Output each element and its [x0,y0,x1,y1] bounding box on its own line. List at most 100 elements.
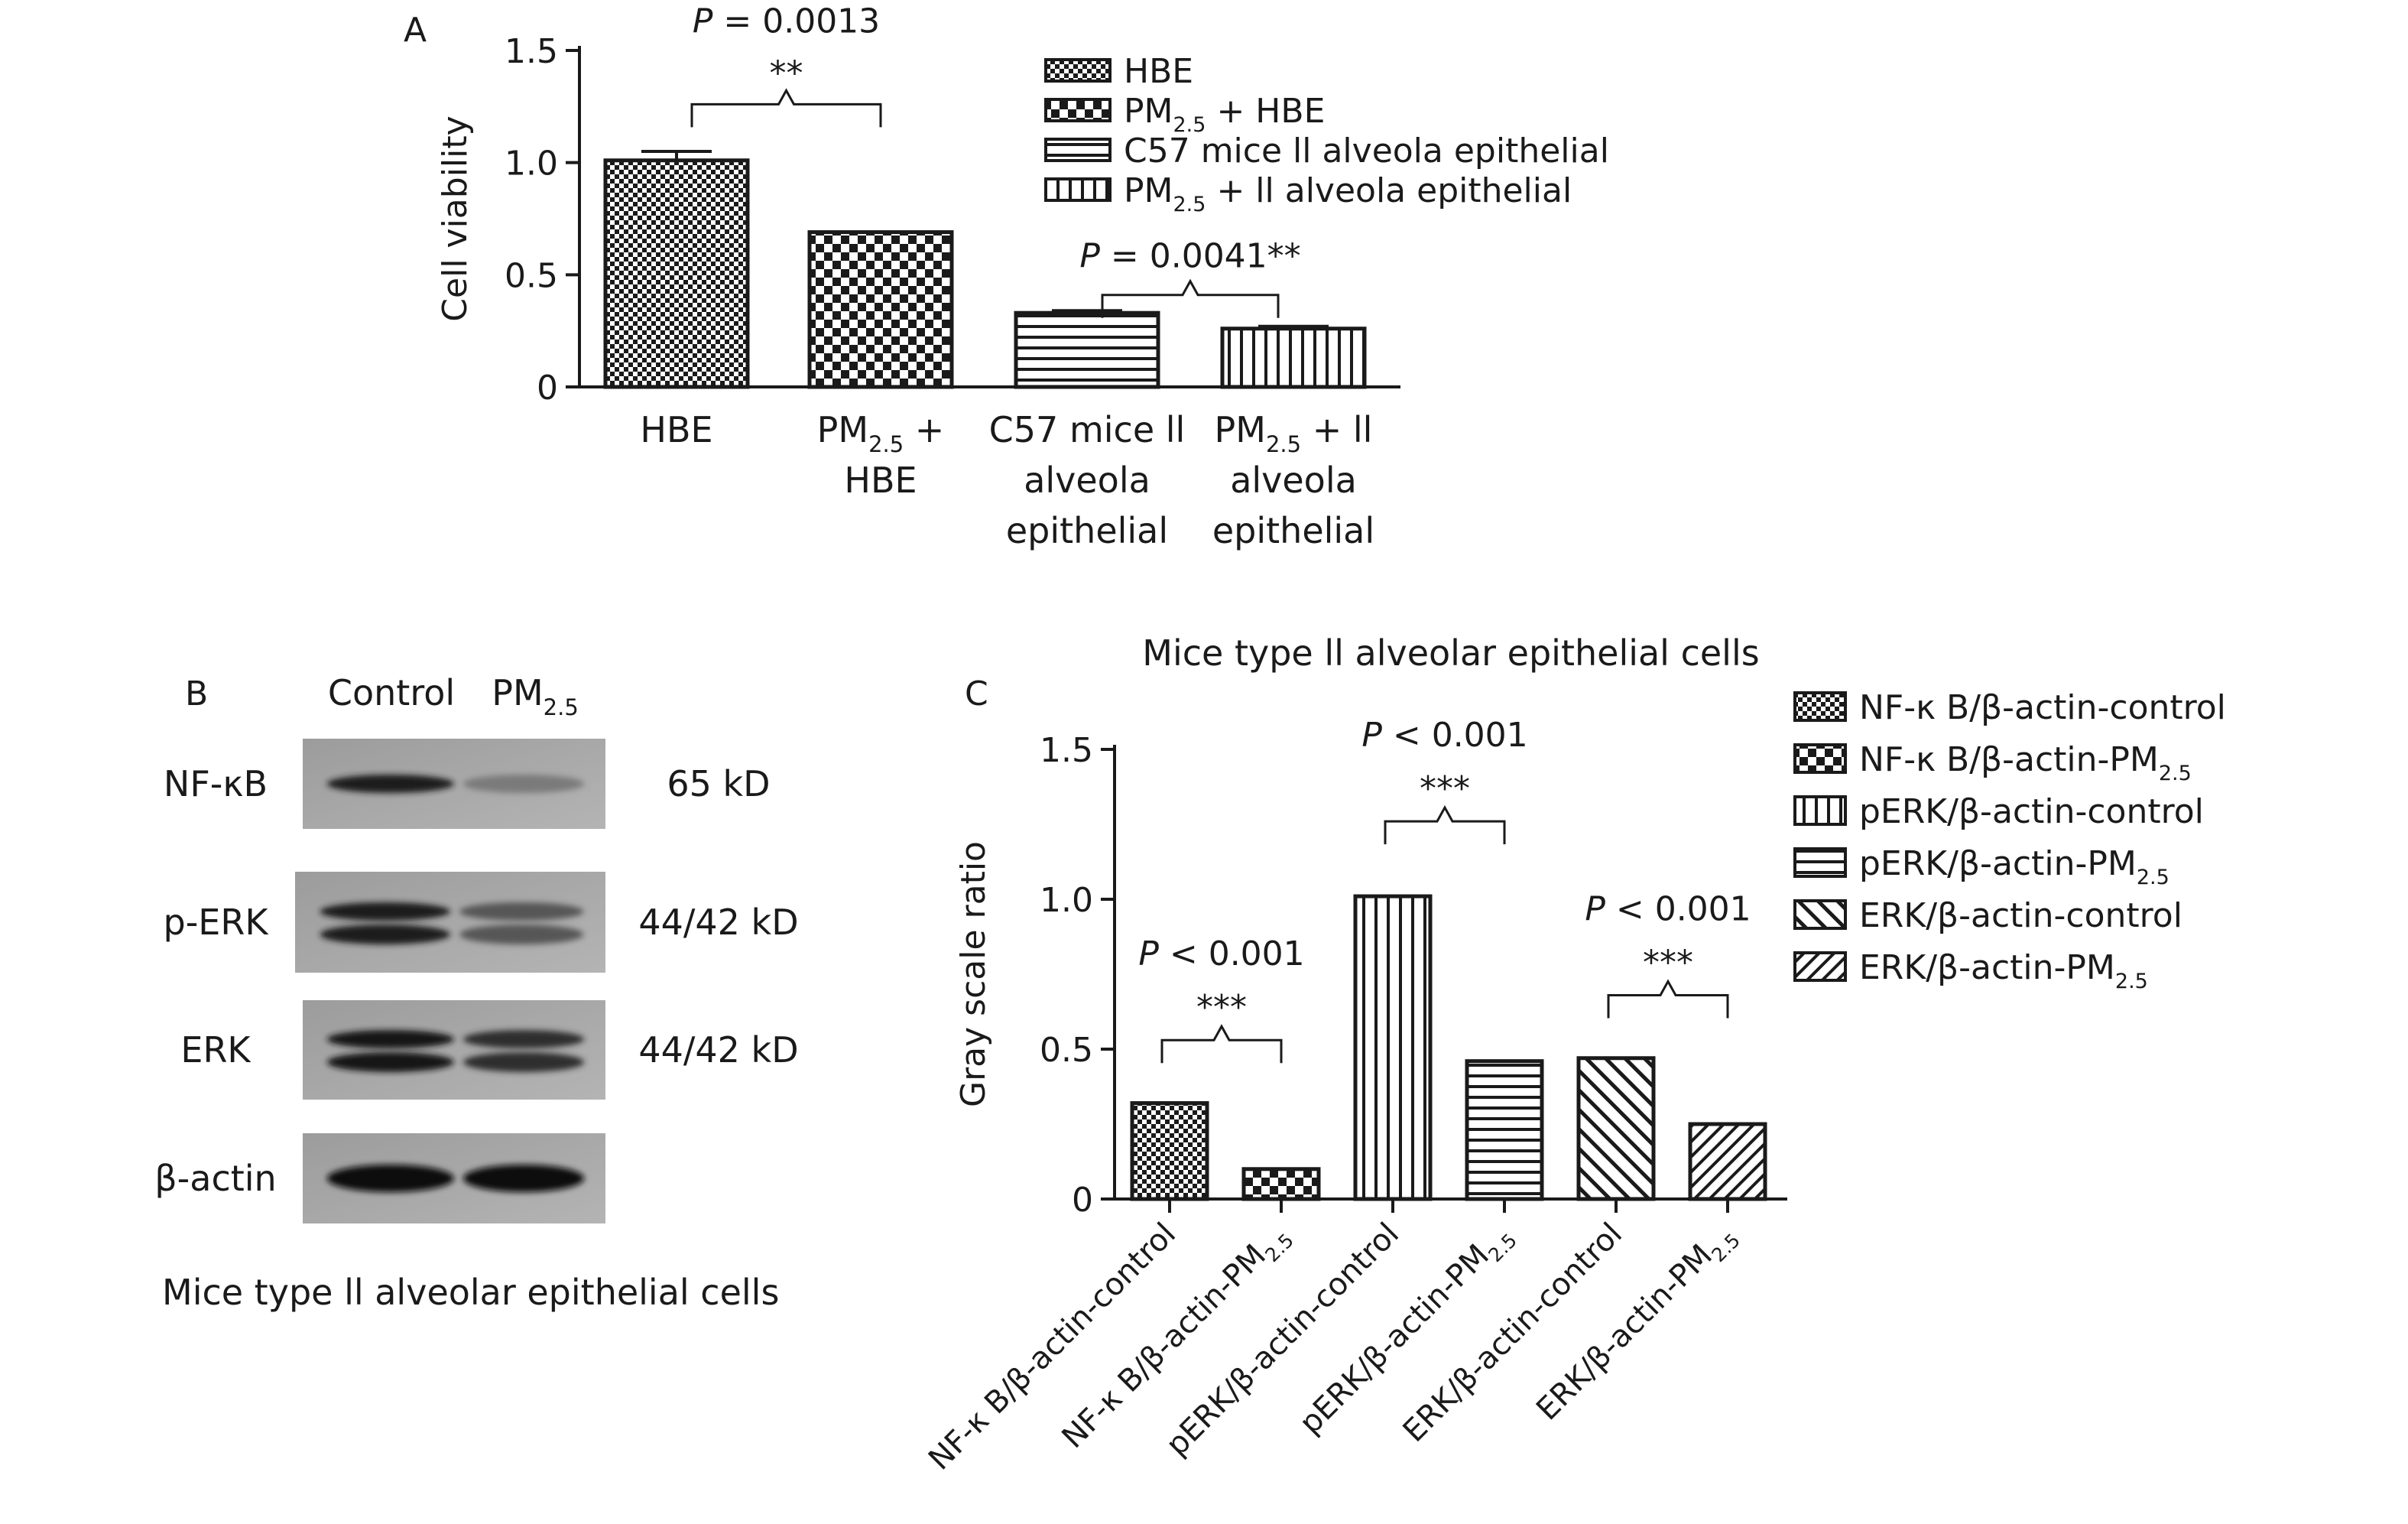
legend-swatch [1793,847,1847,878]
significance-bracket [1160,1024,1283,1064]
blot-caption: Mice type ll alveolar epithelial cells [162,1272,779,1313]
y-tick-label: 1.5 [505,32,558,71]
legend-label: NF-κ B/β-actin-PM2.5 [1859,740,2192,785]
band-pm25 [462,1030,585,1048]
p-value-label: P = 0.0013 [693,2,880,41]
blot-protein-label: β-actin [154,1158,276,1199]
legend-label: C57 mice ll alveola epithelial [1124,132,1609,171]
western-blot: Control PM2.5 NF-κB 65 kD p-ERK 44/42 kD ERK… [154,672,798,1313]
bar-hbe [603,158,750,389]
y-tick-label: 0.5 [1040,1031,1093,1070]
significance-stars: ** [770,54,803,93]
legend-label: pERK/β-actin-control [1859,792,2204,831]
blot-protein-label: ERK [180,1029,252,1071]
y-tick-label: 1.0 [505,145,558,184]
band-control [320,924,450,944]
bar-nfkb-control [1130,1101,1209,1201]
significance-bracket [1607,979,1729,1019]
significance-bracket [690,88,882,128]
x-tick-label: alveola [1024,460,1150,501]
legend-swatch [1793,951,1847,982]
x-tick-label: epithelial [1006,510,1168,551]
y-tick-label: 1.5 [1040,731,1093,770]
blot-size-label: 44/42 kD [638,902,798,943]
significance-bracket [1101,278,1280,318]
panel-letter-b: B [185,674,208,713]
legend-swatch [1793,691,1847,722]
x-tick-label: pERK/β-actin-PM2.5 [1293,1217,1521,1445]
blot-strip [303,1000,605,1100]
bar-c57 [1014,310,1160,389]
band-pm25 [462,1052,585,1072]
legend-swatch [1793,795,1847,826]
y-axis-label: Cell viability [436,115,475,321]
significance-stars: *** [1643,943,1693,982]
legend-swatch [1793,899,1847,930]
significance-bracket [1384,804,1506,845]
legend-label: PM2.5 + HBE [1124,92,1325,137]
p-value-label: P < 0.001 [1138,934,1304,973]
p-value-label: P < 0.001 [1361,716,1527,755]
blot-size-label: 44/42 kD [638,1029,798,1071]
blot-row-3: β-actin [154,1133,605,1223]
significance-stars: *** [1196,988,1247,1027]
p-value-label: P = 0.0041** [1079,237,1300,276]
p-value-label: P < 0.001 [1585,889,1751,928]
band-pm25 [459,924,584,944]
y-tick-label: 0.5 [505,256,558,295]
significance-stars: *** [1420,769,1470,808]
legend-label: pERK/β-actin-PM2.5 [1859,844,2169,889]
legend-label: NF-κ B/β-actin-control [1859,688,2226,727]
x-tick-label: HBE [640,409,712,450]
bar-perk-pm [1465,1059,1544,1201]
bar-pm-c57 [1220,327,1367,389]
blot-row-0: NF-κB 65 kD [164,739,771,829]
x-tick-label: epithelial [1212,510,1374,551]
bar-pm-hbe [807,230,954,389]
band-control [326,1030,454,1048]
blot-column-control: Control [328,672,455,713]
y-tick-label: 0 [1072,1181,1093,1220]
band-pm25 [462,775,585,793]
x-tick-label: ERK/β-actin-PM2.5 [1530,1217,1744,1431]
x-tick-label: alveola [1230,460,1357,501]
bar-nfkb-pm [1241,1167,1321,1201]
legend-swatch [1044,98,1112,122]
x-tick-label: HBE [844,460,917,501]
blot-strip [295,872,605,973]
legend-label: ERK/β-actin-control [1859,896,2182,935]
chart-title: Mice type ll alveolar epithelial cells [1142,632,1759,674]
bar-perk-control [1353,894,1433,1201]
band-pm25 [459,902,584,921]
legend-swatch [1044,138,1112,162]
panel-letter-c: C [965,674,988,713]
blot-size-label: 65 kD [667,763,770,804]
legend-label: PM2.5 + ll alveola epithelial [1124,171,1572,216]
x-tick-label: PM2.5 + [817,409,945,457]
legend-swatch [1793,743,1847,774]
legend-swatch [1044,177,1112,202]
blot-row-1: p-ERK 44/42 kD [164,872,799,973]
gray-scale-ratio-chart: Mice type ll alveolar epithelial cells NF… [922,632,2226,1477]
blot-protein-label: p-ERK [164,902,270,943]
legend-swatch [1044,58,1112,83]
y-tick-label: 1.0 [1040,881,1093,920]
band-control [320,902,450,921]
band-pm25 [462,1165,585,1192]
blot-column-pm25: PM2.5 [492,672,579,720]
band-control [326,1165,454,1192]
y-tick-label: 0 [537,369,558,408]
legend-label: HBE [1124,52,1193,91]
bar-erk-pm [1688,1122,1767,1201]
x-tick-label: PM2.5 + ll [1215,409,1373,457]
legend-label: ERK/β-actin-PM2.5 [1859,948,2148,993]
band-control [326,775,454,793]
x-tick-label: C57 mice ll [989,409,1186,450]
y-axis-label: Gray scale ratio [954,841,993,1107]
band-control [326,1052,454,1072]
bar-erk-control [1576,1056,1656,1201]
blot-protein-label: NF-κB [164,763,268,804]
panel-letter-a: A [404,11,427,50]
